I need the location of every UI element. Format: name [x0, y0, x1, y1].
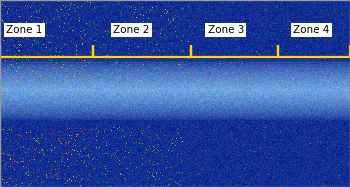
Text: Zone 4: Zone 4 — [293, 25, 330, 35]
Text: Zone 2: Zone 2 — [113, 25, 149, 35]
Text: Zone 1: Zone 1 — [6, 25, 43, 35]
Text: Zone 3: Zone 3 — [208, 25, 244, 35]
